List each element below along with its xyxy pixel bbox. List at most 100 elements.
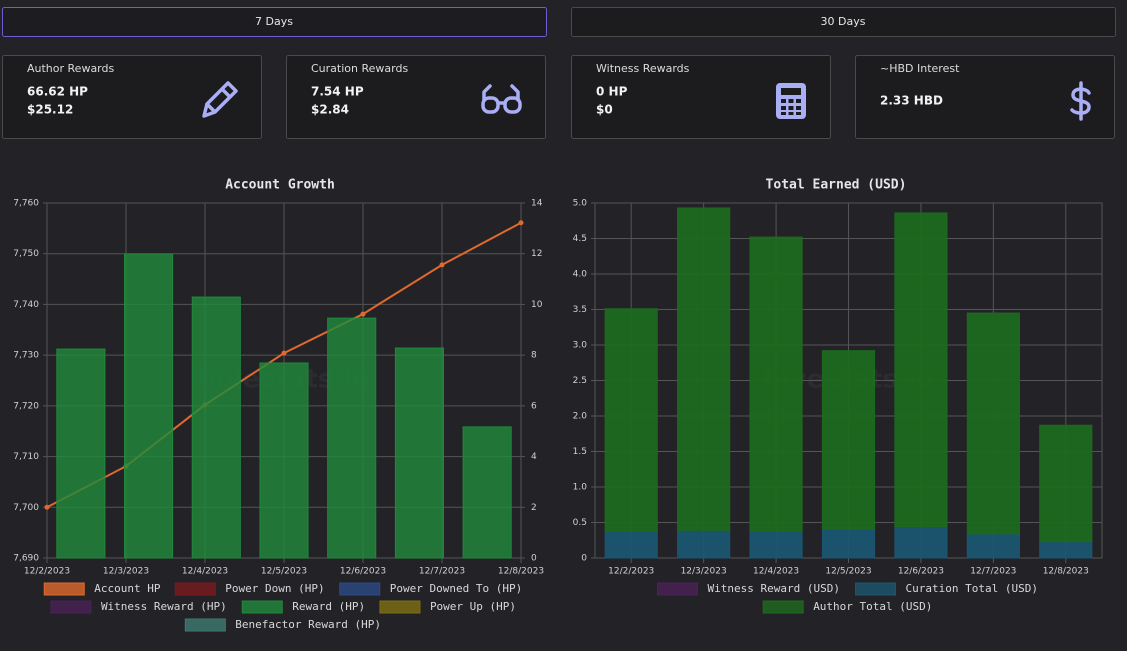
y-tick-label: 5.0 <box>573 199 588 209</box>
card-value: $2.84 <box>311 103 349 117</box>
chart-title: Account Growth <box>225 178 335 193</box>
line-point <box>439 262 445 268</box>
bar <box>462 426 512 559</box>
legend-swatch <box>762 600 804 614</box>
bar <box>749 236 803 532</box>
y-tick-label: 4.0 <box>573 270 588 280</box>
y-tick-label: 7,740 <box>13 300 39 310</box>
y-tick-label: 2.0 <box>573 412 588 422</box>
legend-swatch <box>379 600 421 614</box>
x-tick-label: 12/2/2023 <box>24 567 70 577</box>
legend-swatch <box>184 618 226 632</box>
card-value: $0 <box>596 103 613 117</box>
line-point <box>518 220 524 226</box>
bar <box>191 296 241 559</box>
y2-tick-label: 4 <box>531 452 537 462</box>
legend-swatch <box>241 600 283 614</box>
line-point <box>44 504 50 510</box>
line-point <box>360 311 366 317</box>
tab-label[interactable]: 30 Days <box>821 15 866 28</box>
y-tick-label: 7,710 <box>13 452 39 462</box>
bar <box>966 533 1020 559</box>
bar <box>749 530 803 559</box>
x-tick-label: 12/8/2023 <box>498 567 544 577</box>
card-value: 7.54 HP <box>311 85 364 99</box>
x-tick-label: 12/7/2023 <box>419 567 465 577</box>
calculator-icon <box>776 83 806 119</box>
y-tick-label: 7,690 <box>13 554 39 564</box>
bar <box>894 212 948 528</box>
x-tick-label: 12/3/2023 <box>681 567 727 577</box>
legend-label: Power Down (HP) <box>225 582 324 595</box>
bar <box>894 526 948 559</box>
y2-tick-label: 12 <box>531 249 542 259</box>
card <box>286 55 546 139</box>
legend-label: Witness Reward (USD) <box>708 582 840 595</box>
legend-label: Account HP <box>94 582 161 595</box>
card-title: Author Rewards <box>27 62 114 75</box>
x-tick-label: 12/7/2023 <box>970 567 1016 577</box>
y-tick-label: 7,720 <box>13 401 39 411</box>
y2-tick-label: 10 <box>531 300 543 310</box>
tab-30-days[interactable] <box>571 7 1116 37</box>
tab-label[interactable]: 7 Days <box>255 15 293 28</box>
card <box>2 55 262 139</box>
bar <box>1039 541 1093 559</box>
y-tick-label: 0 <box>581 554 587 564</box>
pencil-icon <box>202 81 238 118</box>
legend-label: Power Up (HP) <box>430 600 516 613</box>
card <box>571 55 831 139</box>
card-title: Curation Rewards <box>311 62 408 75</box>
glasses-icon <box>481 84 522 114</box>
bar <box>259 362 309 559</box>
y-tick-label: 0.5 <box>573 518 587 528</box>
x-tick-label: 12/5/2023 <box>825 567 871 577</box>
y-tick-label: 7,730 <box>13 351 39 361</box>
legend-label: Author Total (USD) <box>813 600 932 613</box>
x-tick-label: 12/4/2023 <box>753 567 799 577</box>
y-tick-label: 4.5 <box>573 234 587 244</box>
legend-swatch <box>43 582 85 596</box>
dollar-icon <box>1070 81 1091 121</box>
legend-label: Benefactor Reward (HP) <box>235 618 381 631</box>
legend-label: Reward (HP) <box>292 600 365 613</box>
line-point <box>281 350 287 356</box>
x-tick-label: 12/6/2023 <box>898 567 944 577</box>
card-title: ~HBD Interest <box>880 62 960 75</box>
y-tick-label: 1.5 <box>573 447 587 457</box>
chart-title: Total Earned (USD) <box>766 178 907 193</box>
x-tick-label: 12/5/2023 <box>261 567 307 577</box>
y-tick-label: 2.5 <box>573 376 587 386</box>
legend-label: Power Downed To (HP) <box>390 582 522 595</box>
bar <box>604 308 658 532</box>
card <box>855 55 1115 139</box>
y2-tick-label: 2 <box>531 503 537 513</box>
cards: Author Rewards 66.62 HP $25.12 Curation … <box>2 55 1115 139</box>
legend-label: Witness Reward (HP) <box>101 600 227 613</box>
y-tick-label: 1.0 <box>573 483 588 493</box>
card-value: 0 HP <box>596 85 628 99</box>
x-tick-label: 12/6/2023 <box>340 567 386 577</box>
y2-tick-label: 0 <box>531 554 537 564</box>
bar <box>677 207 731 531</box>
bar <box>604 530 658 559</box>
bar <box>821 528 876 559</box>
x-tick-label: 12/4/2023 <box>182 567 228 577</box>
y-tick-label: 3.5 <box>573 305 587 315</box>
x-tick-label: 12/3/2023 <box>103 567 149 577</box>
card-value: 2.33 HBD <box>880 94 943 108</box>
legend-label: Curation Total (USD) <box>906 582 1038 595</box>
y-tick-label: 7,700 <box>13 503 39 513</box>
bar <box>394 347 444 559</box>
card-value: $25.12 <box>27 103 73 117</box>
legend-swatch <box>657 582 698 596</box>
y-tick-label: 3.0 <box>573 341 588 351</box>
bar <box>327 317 377 559</box>
bar <box>966 312 1020 535</box>
card-title: Witness Rewards <box>596 62 690 75</box>
tab-7-days[interactable] <box>2 7 547 37</box>
legend-swatch <box>174 582 216 596</box>
bar <box>124 253 174 559</box>
